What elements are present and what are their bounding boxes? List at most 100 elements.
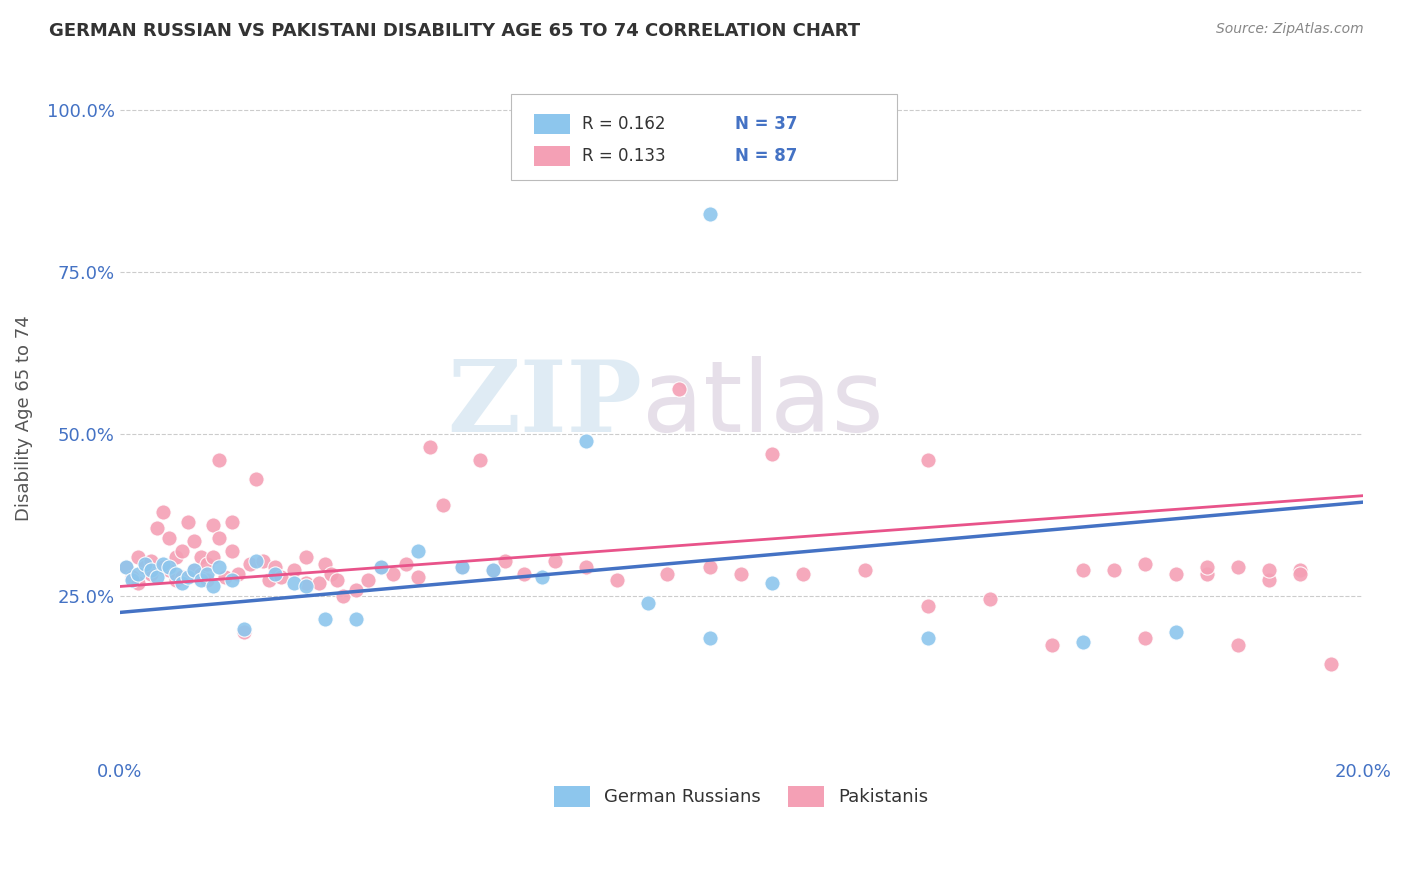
FancyBboxPatch shape (512, 95, 897, 179)
Point (152, 557, 174, 571)
Point (127, 576, 149, 591)
Point (208, 453, 231, 467)
Point (319, 566, 342, 581)
Point (195, 566, 218, 581)
Text: N = 37: N = 37 (735, 115, 797, 133)
Point (450, 560, 472, 574)
Point (295, 580, 318, 594)
Point (139, 566, 162, 581)
Point (121, 570, 143, 584)
Point (183, 563, 205, 577)
Text: R = 0.133: R = 0.133 (582, 147, 665, 165)
FancyBboxPatch shape (534, 146, 569, 166)
Point (1071, 563, 1094, 577)
Point (1197, 560, 1219, 574)
Text: N = 87: N = 87 (735, 147, 797, 165)
Point (1133, 632, 1156, 646)
Point (406, 544, 429, 558)
Point (1133, 557, 1156, 571)
Point (208, 531, 231, 545)
Point (245, 473, 267, 487)
Point (190, 573, 212, 587)
Point (170, 544, 193, 558)
Point (159, 531, 181, 545)
Point (917, 599, 939, 613)
Point (165, 566, 187, 581)
Point (1227, 560, 1250, 574)
Point (195, 557, 218, 571)
Point (370, 560, 392, 574)
Point (382, 566, 405, 581)
Point (226, 566, 249, 581)
Point (855, 563, 877, 577)
Point (152, 560, 174, 574)
Point (139, 563, 162, 577)
Text: R = 0.162: R = 0.162 (582, 115, 665, 133)
Point (1320, 657, 1343, 672)
Point (1166, 566, 1188, 581)
Point (115, 560, 138, 574)
Point (1166, 624, 1188, 639)
Point (127, 550, 149, 565)
Point (201, 517, 224, 532)
Point (208, 560, 231, 574)
Point (165, 573, 187, 587)
Legend: German Russians, Pakistanis: German Russians, Pakistanis (547, 779, 936, 814)
Point (344, 612, 367, 626)
Point (432, 499, 454, 513)
Point (979, 592, 1001, 607)
Y-axis label: Disability Age 65 to 74: Disability Age 65 to 74 (15, 315, 32, 521)
Point (1102, 563, 1125, 577)
Point (221, 573, 243, 587)
Point (264, 566, 287, 581)
Point (177, 570, 200, 584)
Point (283, 576, 305, 591)
Point (544, 553, 567, 567)
Point (699, 632, 721, 646)
Point (139, 553, 162, 567)
Point (252, 553, 274, 567)
Point (512, 566, 534, 581)
Point (332, 589, 354, 603)
Point (699, 560, 721, 574)
Point (450, 560, 472, 574)
Point (115, 560, 138, 574)
Point (394, 557, 416, 571)
Point (481, 563, 503, 577)
Point (295, 550, 318, 565)
Point (152, 505, 174, 519)
Point (233, 624, 256, 639)
Point (295, 576, 318, 591)
FancyBboxPatch shape (534, 114, 569, 134)
Point (357, 573, 380, 587)
Text: Source: ZipAtlas.com: Source: ZipAtlas.com (1216, 22, 1364, 37)
Point (1227, 638, 1250, 652)
Point (1289, 566, 1312, 581)
Point (283, 563, 305, 577)
Point (134, 560, 156, 574)
Point (159, 560, 181, 574)
Point (214, 570, 236, 584)
Point (326, 573, 349, 587)
Point (419, 440, 441, 454)
Point (531, 570, 554, 584)
Point (159, 563, 181, 577)
Point (370, 560, 392, 574)
Text: ZIP: ZIP (447, 356, 641, 453)
Point (494, 553, 516, 567)
Point (146, 570, 169, 584)
Point (917, 453, 939, 467)
Point (170, 570, 193, 584)
Point (406, 570, 429, 584)
Point (177, 515, 200, 529)
Point (183, 563, 205, 577)
Point (190, 566, 212, 581)
Point (239, 557, 262, 571)
Point (575, 560, 598, 574)
Point (170, 576, 193, 591)
Point (134, 557, 156, 571)
Point (668, 382, 690, 396)
Text: atlas: atlas (641, 356, 883, 453)
Point (201, 580, 224, 594)
Point (470, 453, 492, 467)
